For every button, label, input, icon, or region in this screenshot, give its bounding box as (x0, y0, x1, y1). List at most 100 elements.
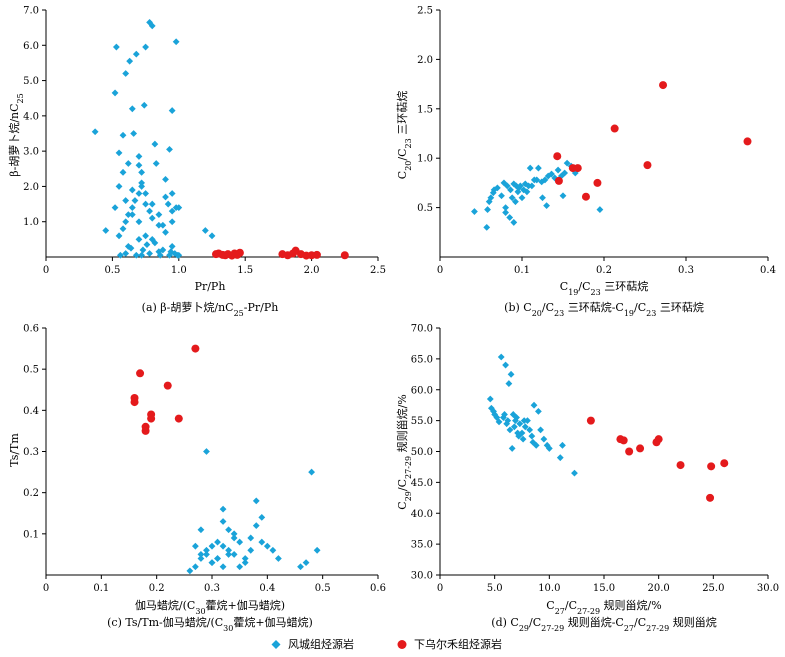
data-point-fengcheng (512, 417, 519, 425)
data-point-fengcheng (138, 168, 146, 176)
legend-diamond-marker (271, 640, 281, 649)
data-point-fengcheng (571, 469, 578, 477)
x-tick-label: 10.0 (538, 583, 560, 594)
x-tick-label: 0.5 (104, 265, 120, 276)
y-tick-label: 0.3 (23, 447, 39, 458)
data-point-xiawuerhe (147, 414, 156, 423)
data-point-fengcheng (252, 522, 260, 529)
data-point-fengcheng (148, 22, 156, 30)
data-point-fengcheng (135, 161, 143, 169)
y-tick-label: 1.5 (417, 104, 433, 115)
data-point-fengcheng (507, 186, 514, 194)
y-tick-label: 0.6 (23, 324, 39, 335)
y-tick-label: 50.0 (411, 447, 433, 458)
data-point-fengcheng (203, 551, 210, 558)
data-point-fengcheng (148, 200, 156, 208)
y-tick-label: 4.0 (23, 111, 39, 122)
data-point-fengcheng (126, 57, 134, 65)
y-tick-label: 1.0 (23, 217, 39, 228)
data-point-fengcheng (275, 555, 282, 562)
data-point-xiawuerhe (586, 416, 595, 425)
data-point-fengcheng (563, 159, 571, 167)
data-point-fengcheng (308, 468, 315, 476)
data-point-fengcheng (102, 227, 110, 234)
data-point-xiawuerhe (235, 248, 244, 257)
data-point-fengcheng (523, 188, 531, 196)
data-point-fengcheng (528, 182, 536, 190)
x-tick-label: 0.4 (760, 265, 776, 276)
data-point-fengcheng (501, 411, 508, 418)
data-point-fengcheng (175, 204, 183, 211)
data-point-fengcheng (115, 183, 123, 190)
data-point-fengcheng (203, 448, 210, 455)
data-point-fengcheng (538, 178, 546, 186)
data-point-fengcheng (166, 251, 173, 259)
data-point-fengcheng (214, 538, 221, 546)
data-point-fengcheng (521, 423, 529, 431)
data-point-fengcheng (230, 530, 238, 538)
data-point-xiawuerhe (706, 493, 715, 502)
data-point-xiawuerhe (625, 447, 634, 456)
y-tick-label: 65.0 (411, 354, 433, 365)
data-point-fengcheng (162, 228, 169, 236)
data-point-fengcheng (192, 563, 199, 571)
y-tick-label: 0.1 (23, 529, 39, 540)
data-point-fengcheng (520, 417, 528, 425)
data-point-xiawuerhe (163, 381, 172, 390)
data-point-fengcheng (168, 190, 176, 197)
panel-b-x-ticks: 0 0.1 0.2 0.3 0.4 (437, 257, 776, 276)
data-point-fengcheng (258, 538, 266, 546)
data-point-fengcheng (132, 251, 140, 259)
panel-a-y-label: β-胡萝卜烷/nC25 (7, 93, 25, 176)
data-point-fengcheng (247, 534, 255, 542)
data-point-fengcheng (162, 193, 169, 201)
x-tick-label: 1.0 (171, 265, 187, 276)
data-point-fengcheng (135, 218, 143, 226)
y-tick-label: 60.0 (411, 385, 433, 396)
data-point-fengcheng (247, 546, 255, 554)
panel-c-points (130, 344, 321, 575)
panel-c-y-label: Ts/Tm (8, 433, 21, 467)
data-point-xiawuerhe (340, 251, 349, 260)
data-point-fengcheng (214, 555, 221, 562)
data-point-xiawuerhe (676, 461, 685, 470)
data-point-fengcheng (540, 435, 548, 443)
data-point-fengcheng (135, 235, 143, 243)
data-point-fengcheng (186, 567, 194, 575)
y-tick-label: 2.0 (23, 182, 39, 193)
panel-d: 0 5.0 10.0 15.0 20.0 25.0 30.0 30.0 35.0 40.0 45.… (395, 324, 779, 633)
data-point-fengcheng (596, 206, 604, 213)
data-point-fengcheng (146, 207, 153, 215)
data-point-fengcheng (548, 170, 555, 178)
x-tick-label: 5.0 (487, 583, 503, 594)
data-point-xiawuerhe (573, 164, 582, 173)
panel-c-x-label: 伽马蜡烷/(C30藿烷+伽马蜡烷) (135, 598, 285, 616)
y-tick-label: 7.0 (23, 6, 39, 17)
data-point-fengcheng (503, 182, 511, 190)
data-point-fengcheng (526, 426, 534, 434)
data-point-fengcheng (512, 198, 519, 206)
legend: 风城组烃源岩 下乌尔禾组烃源岩 (271, 637, 502, 651)
x-tick-label: 30.0 (757, 583, 779, 594)
data-point-fengcheng (162, 175, 169, 183)
data-point-fengcheng (155, 211, 163, 219)
data-point-fengcheng (535, 407, 542, 415)
data-point-xiawuerhe (554, 176, 563, 185)
data-point-xiawuerhe (707, 462, 716, 471)
y-tick-label: 2.0 (417, 55, 433, 66)
data-point-fengcheng (519, 435, 527, 443)
data-point-fengcheng (119, 168, 127, 176)
x-tick-label: 0.1 (93, 583, 109, 594)
panel-b-caption: (b) C20/C23 三环萜烷-C19/C23 三环萜烷 (504, 300, 704, 318)
data-point-fengcheng (203, 546, 210, 554)
data-point-fengcheng (230, 534, 238, 542)
data-point-fengcheng (490, 186, 498, 194)
data-point-fengcheng (91, 128, 99, 136)
data-point-fengcheng (168, 218, 176, 226)
panel-c-axes (45, 328, 378, 576)
x-tick-label: 20.0 (648, 583, 670, 594)
data-point-fengcheng (155, 221, 163, 229)
data-point-fengcheng (486, 395, 494, 403)
data-point-fengcheng (508, 445, 516, 452)
data-point-fengcheng (128, 204, 136, 211)
